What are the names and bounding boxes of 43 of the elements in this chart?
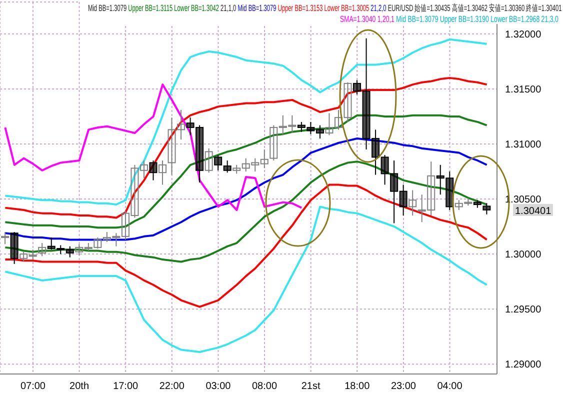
- candlestick: [38, 242, 46, 257]
- candlestick: [1, 232, 10, 245]
- x-tick-label: 07:00: [20, 381, 46, 392]
- x-tick-label: 20th: [70, 381, 90, 392]
- line-series: [4, 84, 303, 212]
- candlestick: [149, 160, 158, 181]
- annotation: Upper BB=1.3153 Lower BB=1.3005: [276, 2, 370, 14]
- y-tick-label: 1.29500: [505, 304, 542, 316]
- y-tick-label: 1.29000: [505, 360, 542, 371]
- line-series: [4, 38, 488, 206]
- x-tick-label: 21st: [301, 381, 321, 392]
- x-tick-label: 22:00: [159, 381, 185, 392]
- x-tick-label: 04:00: [437, 381, 463, 392]
- x-tick-label: 08:00: [252, 381, 278, 392]
- candlestick: [214, 154, 222, 171]
- annotation: Upper BB=1.3115 Lower BB=1.3042: [126, 2, 219, 14]
- candlestick: [223, 160, 232, 174]
- candlestick: [408, 190, 417, 216]
- line-series: [4, 76, 488, 219]
- line-series: [4, 114, 488, 229]
- annotation: Mid BB=1.3079: [236, 2, 276, 14]
- y-tick-label: 1.31500: [505, 84, 542, 96]
- annotation: Mid BB=1.3079: [88, 2, 127, 14]
- candlestick: [204, 148, 213, 174]
- x-tick-label: 03:00: [206, 381, 232, 392]
- annotation: EUR/USD 始値=1.30435 高値=1.30462 安値=1.30360 終値=1.30401: [386, 2, 562, 14]
- y-tick-label: 1.31000: [505, 140, 542, 151]
- annotation: 21,2,0: [369, 2, 386, 14]
- y-tick-label: 1.30000: [505, 250, 542, 261]
- candlestick: [482, 202, 491, 215]
- line-series: [4, 137, 488, 241]
- text: 1.30401: [515, 206, 552, 217]
- x-tick-label: 17:00: [113, 381, 139, 392]
- annotation: Mid BB=1.3079 Upper BB=1.3190 Lower BB=1.2968 21,3,0: [394, 14, 558, 24]
- y-tick-label: 1.32000: [505, 29, 542, 40]
- line-series: [4, 206, 488, 353]
- line-series: [4, 184, 488, 308]
- x-tick-label: 23:00: [390, 381, 416, 392]
- x-tick-label: 18:00: [344, 381, 370, 392]
- annotation: SMA=1.3040: [340, 14, 376, 24]
- candlestick: [158, 160, 167, 186]
- annotation: 1,20,1: [376, 14, 394, 24]
- annotation: 21,1,0: [218, 2, 236, 14]
